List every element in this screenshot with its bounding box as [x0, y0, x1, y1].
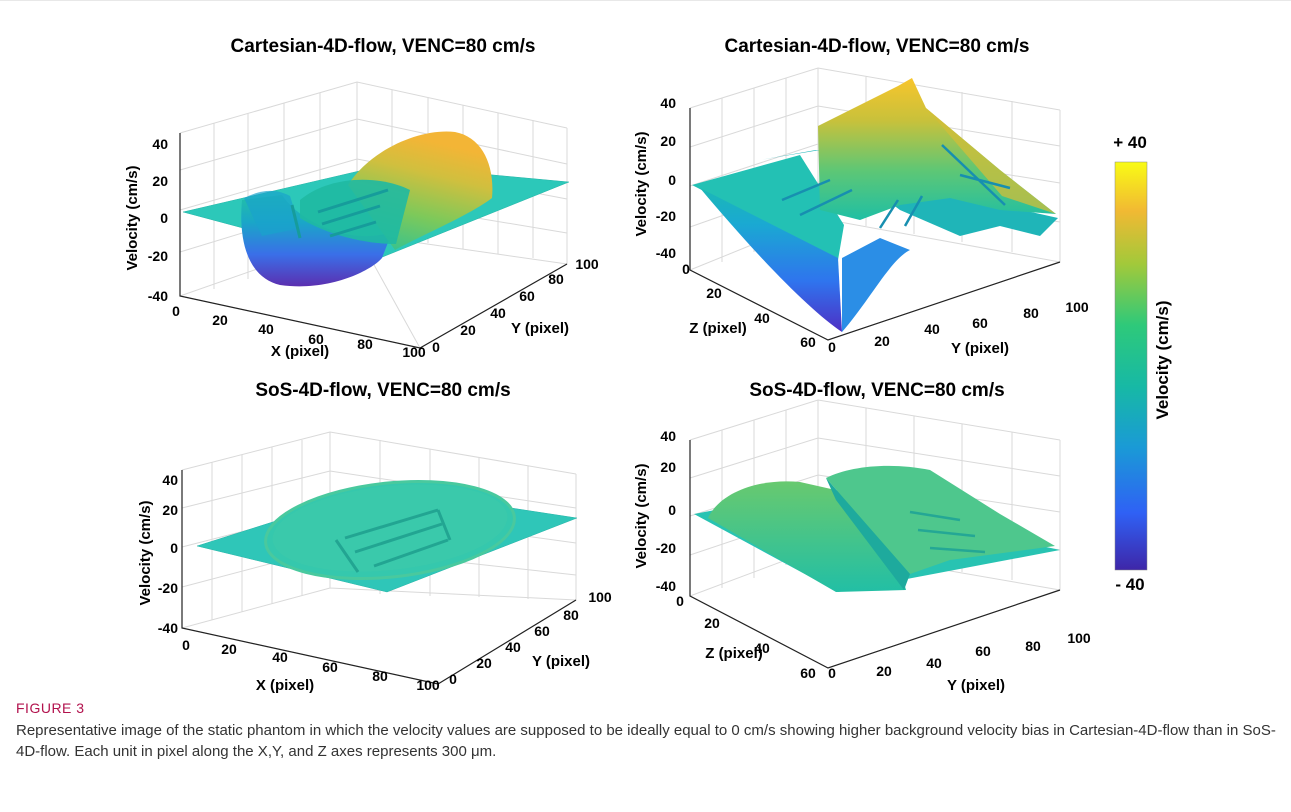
z-tick: 40 [660, 95, 676, 111]
phantom-grooves [909, 510, 986, 554]
z-tick: 20 [152, 173, 168, 189]
y-tick: 20 [476, 655, 492, 671]
top-rule [0, 0, 1291, 1]
y-tick: 60 [519, 288, 535, 304]
y-tick: 80 [563, 607, 579, 623]
y-tick: 60 [534, 623, 550, 639]
z-tick: 20 [660, 459, 676, 475]
y-axis-label: Y (pixel) [511, 320, 569, 337]
x-tick: 40 [272, 649, 288, 665]
x-tick: 60 [800, 334, 816, 350]
x-tick: 0 [182, 637, 190, 653]
y-tick: 0 [828, 665, 836, 681]
x-tick: 20 [704, 615, 720, 631]
x-tick: 0 [682, 261, 690, 277]
x-axis-label: Z (pixel) [705, 645, 763, 662]
panel-cartesian-zy: Cartesian-4D-flow, VENC=80 cm/s 40 20 0 … [633, 36, 1089, 357]
y-tick: 60 [975, 643, 991, 659]
z-tick: 20 [162, 502, 178, 518]
phantom-grooves [290, 188, 389, 239]
y-tick: 60 [972, 315, 988, 331]
x-tick: 60 [322, 659, 338, 675]
y-tick: 80 [1023, 305, 1039, 321]
y-tick: 0 [449, 671, 457, 687]
panel-title: SoS-4D-flow, VENC=80 cm/s [255, 380, 510, 401]
z-axis-label: Velocity (cm/s) [137, 500, 154, 605]
colorbar-max-label: + 40 [1113, 133, 1147, 152]
z-tick: 0 [668, 502, 676, 518]
y-tick: 40 [924, 321, 940, 337]
z-tick: 40 [162, 472, 178, 488]
panel-title: SoS-4D-flow, VENC=80 cm/s [749, 380, 1004, 401]
y-axis-label: Y (pixel) [951, 340, 1009, 357]
x-tick: 40 [754, 310, 770, 326]
phantom-grooves [781, 144, 1011, 229]
z-tick: -40 [148, 288, 168, 304]
x-axis-label: Z (pixel) [689, 320, 747, 337]
z-axis-label: Velocity (cm/s) [124, 165, 141, 270]
z-tick: -40 [656, 245, 676, 261]
panel-title: Cartesian-4D-flow, VENC=80 cm/s [725, 36, 1030, 57]
panel-cartesian-xy: Cartesian-4D-flow, VENC=80 cm/s 40 20 0 … [124, 36, 599, 360]
y-tick: 100 [588, 589, 612, 605]
y-tick: 20 [874, 333, 890, 349]
x-axis-label: X (pixel) [271, 343, 329, 360]
figure-label: FIGURE 3 [16, 700, 85, 716]
colorbar: + 40 - 40 Velocity (cm/s) [1113, 133, 1172, 594]
x-tick: 40 [258, 321, 274, 337]
y-tick: 80 [1025, 638, 1041, 654]
x-tick: 0 [676, 593, 684, 609]
z-tick: -20 [656, 540, 676, 556]
x-axis-label: X (pixel) [256, 677, 314, 694]
x-tick: 80 [357, 336, 373, 352]
y-axis-label: Y (pixel) [532, 653, 590, 670]
colorbar-min-label: - 40 [1115, 575, 1144, 594]
y-tick: 100 [1065, 299, 1089, 315]
z-axis-label: Velocity (cm/s) [633, 131, 650, 236]
y-tick: 40 [490, 305, 506, 321]
x-tick: 20 [212, 312, 228, 328]
y-tick: 20 [460, 322, 476, 338]
z-tick: -20 [158, 580, 178, 596]
x-tick: 60 [308, 331, 324, 347]
x-tick: 80 [372, 668, 388, 684]
phantom-grooves [334, 508, 452, 573]
y-tick: 0 [432, 339, 440, 355]
y-tick: 40 [926, 655, 942, 671]
y-tick: 40 [505, 639, 521, 655]
colorbar-gradient [1114, 161, 1148, 571]
figure-caption: FIGURE 3 Representative image of the sta… [16, 700, 1276, 762]
z-tick: 40 [152, 136, 168, 152]
colorbar-axis-label: Velocity (cm/s) [1153, 300, 1172, 419]
x-tick: 60 [800, 665, 816, 681]
figure-svg: Cartesian-4D-flow, VENC=80 cm/s 40 20 0 … [124, 36, 1172, 694]
z-tick: 0 [160, 210, 168, 226]
z-tick: -20 [656, 208, 676, 224]
panel-title: Cartesian-4D-flow, VENC=80 cm/s [231, 36, 536, 57]
z-tick: 0 [170, 540, 178, 556]
x-tick: 40 [754, 640, 770, 656]
x-tick: 20 [221, 641, 237, 657]
z-tick: -40 [656, 578, 676, 594]
panel-sos-zy: SoS-4D-flow, VENC=80 cm/s 40 20 0 -20 -4… [633, 380, 1091, 694]
z-tick: -20 [148, 248, 168, 264]
z-axis-label: Velocity (cm/s) [633, 463, 650, 568]
x-tick: 20 [706, 285, 722, 301]
z-tick: 20 [660, 133, 676, 149]
y-tick: 100 [1067, 630, 1091, 646]
panel-sos-xy: SoS-4D-flow, VENC=80 cm/s 40 20 0 -20 -4… [137, 380, 612, 694]
y-tick: 0 [828, 339, 836, 355]
y-axis-label: Y (pixel) [947, 677, 1005, 694]
z-tick: -40 [158, 620, 178, 636]
y-tick: 80 [548, 271, 564, 287]
caption-text: Representative image of the static phant… [16, 722, 1276, 760]
z-tick: 0 [668, 172, 676, 188]
z-tick: 40 [660, 428, 676, 444]
x-tick: 0 [172, 303, 180, 319]
y-tick: 100 [575, 256, 599, 272]
x-tick: 100 [416, 677, 440, 693]
y-tick: 20 [876, 663, 892, 679]
x-tick: 100 [402, 344, 426, 360]
